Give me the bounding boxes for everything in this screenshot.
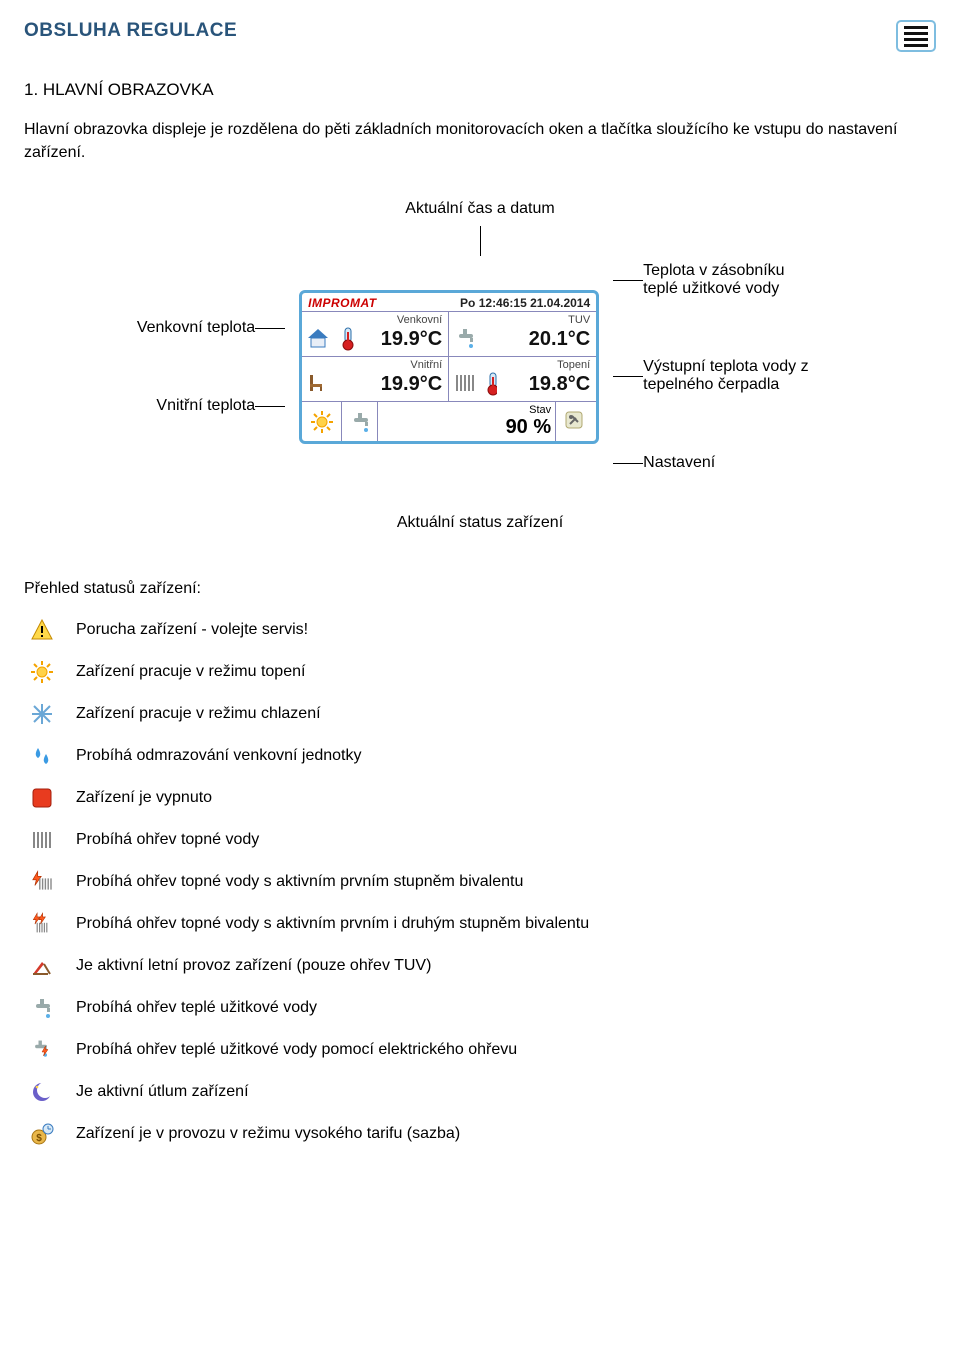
settings-button[interactable] [556,402,596,441]
leader-line [480,226,481,256]
status-item-text: Porucha zařízení - volejte servis! [76,621,308,639]
label-indoor-temp: Vnitřní teplota [156,397,285,415]
label-datetime: Aktuální čas a datum [24,200,936,218]
status-item-text: Probíhá ohřev topné vody [76,831,259,849]
status-item: Zařízení je vypnuto [30,786,936,810]
status-item: Zařízení pracuje v režimu topení [30,660,936,684]
status-item: Je aktivní letní provoz zařízení (pouze … [30,954,936,978]
intro-text: Hlavní obrazovka displeje je rozdělena d… [24,118,924,164]
status-item-text: Zařízení pracuje v režimu topení [76,663,305,681]
brand-logo: IMPROMAT [308,296,376,310]
diagram: Venkovní teplota Vnitřní teplota IMPROMA… [24,262,936,472]
status-item: Porucha zařízení - volejte servis! [30,618,936,642]
status-list-title: Přehled statusů zařízení: [24,580,936,598]
panel-tuv[interactable]: TUV 20.1°C [449,311,596,356]
tools-icon [562,408,590,436]
moon-icon [30,1080,54,1104]
status-list: Porucha zařízení - volejte servis! Zaříze… [24,618,936,1146]
off-icon [30,786,54,810]
label-settings: Nastavení [613,454,715,472]
status-item: Je aktivní útlum zařízení [30,1080,936,1104]
status-item: Probíhá ohřev teplé užitkové vody [30,996,936,1020]
chair-icon [306,371,330,397]
page-title: OBSLUHA REGULACE [24,20,237,42]
sun-icon [30,660,54,684]
status-item: Probíhá ohřev topné vody s aktivním prvn… [30,870,936,894]
radiator-icon [30,828,54,852]
thermometer-icon [481,371,497,397]
panel-indoor[interactable]: Vnitřní 19.9°C [302,356,449,401]
status-item-text: Je aktivní letní provoz zařízení (pouze … [76,957,431,975]
house-icon [306,326,332,352]
status-item-text: Probíhá ohřev teplé užitkové vody [76,999,317,1017]
label-current-status: Aktuální status zařízení [24,514,936,532]
summer-icon [30,954,54,978]
status-item: Probíhá ohřev topné vody s aktivním prvn… [30,912,936,936]
status-item: Probíhá ohřev topné vody [30,828,936,852]
tap-icon [453,326,477,352]
panel-outdoor[interactable]: Venkovní 19.9°C [302,311,449,356]
label-tank-temp: Teplota v zásobníku teplé užitkové vody [613,262,823,298]
status-item-text: Probíhá ohřev topné vody s aktivním prvn… [76,915,589,933]
menu-button[interactable] [896,20,936,52]
device-screen: IMPROMAT Po 12:46:15 21.04.2014 Venkovní… [299,290,599,444]
status-item: Probíhá ohřev teplé užitkové vody pomocí… [30,1038,936,1062]
status-item-text: Je aktivní útlum zařízení [76,1083,249,1101]
device-datetime: Po 12:46:15 21.04.2014 [460,296,590,310]
tap-icon [30,996,54,1020]
status-item-text: Probíhá odmrazování venkovní jednotky [76,747,362,765]
status-item-text: Probíhá ohřev topné vody s aktivním prvn… [76,873,523,891]
status-item: Probíhá odmrazování venkovní jednotky [30,744,936,768]
status-item-text: Probíhá ohřev teplé užitkové vody pomocí… [76,1041,517,1059]
radiator_b2-icon [30,912,54,936]
section-subtitle: 1. HLAVNÍ OBRAZOVKA [24,80,936,100]
status-item: Zařízení pracuje v režimu chlazení [30,702,936,726]
status-item-text: Zařízení pracuje v režimu chlazení [76,705,321,723]
radiator_b1-icon [30,870,54,894]
status-tuv-icon [342,402,378,441]
tariff-icon [30,1122,54,1146]
warning-icon [30,618,54,642]
status-item-text: Zařízení je v provozu v režimu vysokého … [76,1125,460,1143]
status-mode-icon [302,402,342,441]
menu-icon [904,26,928,29]
snow-icon [30,702,54,726]
panel-heating[interactable]: Topení 19.8°C [449,356,596,401]
label-outdoor-temp: Venkovní teplota [137,319,285,337]
status-item: Zařízení je v provozu v režimu vysokého … [30,1122,936,1146]
thermometer-icon [336,326,356,352]
tap_elec-icon [30,1038,54,1062]
status-item-text: Zařízení je vypnuto [76,789,212,807]
status-panel: Stav 90 % [378,402,556,441]
radiator-icon [453,371,477,397]
label-pump-temp: Výstupní teplota vody z tepelného čerpad… [613,358,823,394]
defrost-icon [30,744,54,768]
